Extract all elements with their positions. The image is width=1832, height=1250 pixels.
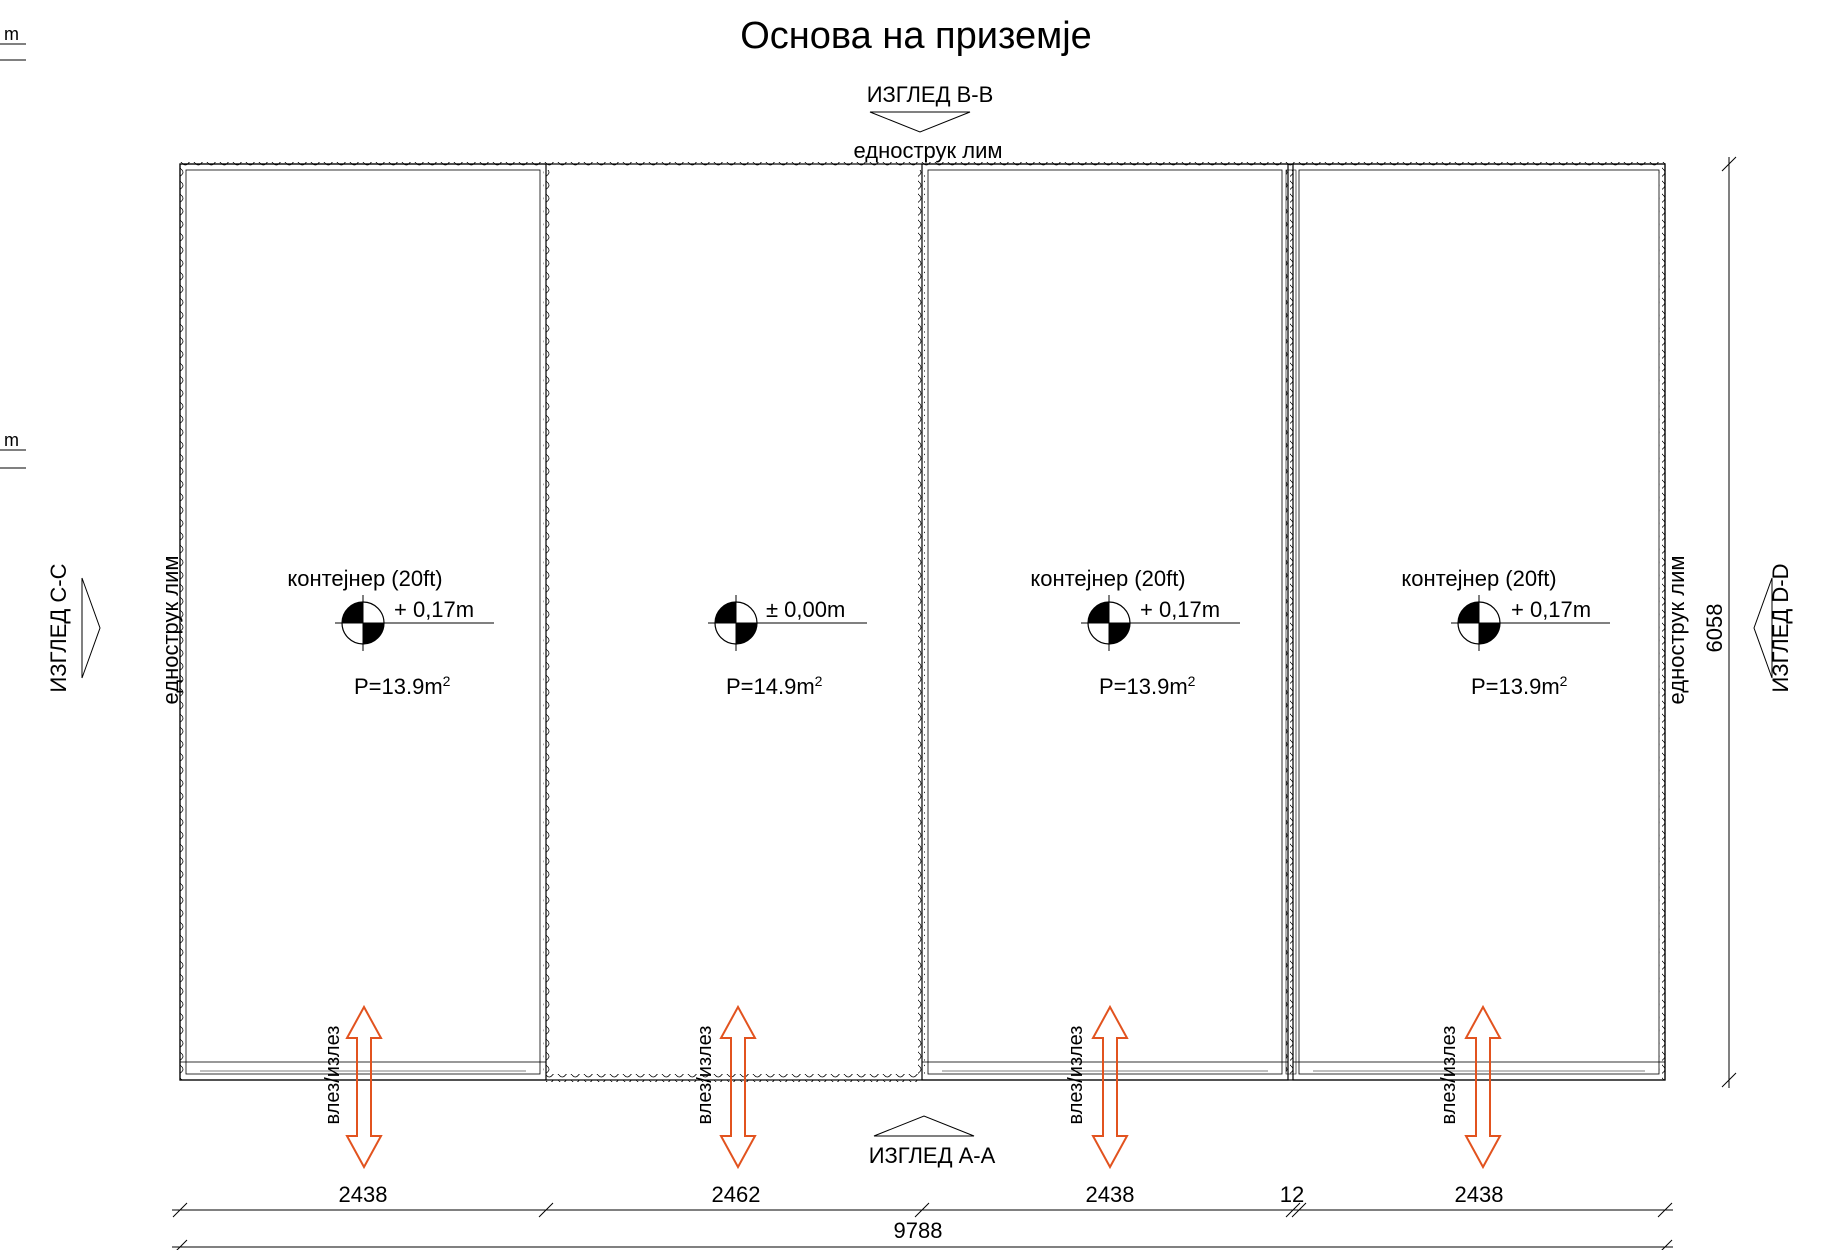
corrugated-sheet-wall: [543, 170, 551, 1074]
elevation-marker-bottom: ИЗГЛЕД А-А: [869, 1115, 996, 1168]
room-area-value: P=14.9m: [726, 674, 815, 699]
elevation-marker-right: ИЗГЛЕД D-D: [1753, 563, 1793, 693]
level-value: + 0,17m: [1511, 597, 1591, 622]
elevation-label-top: ИЗГЛЕД В-В: [867, 82, 994, 107]
room-area-sup: 2: [443, 673, 451, 689]
sheet-label-right: еднострук лим: [1664, 555, 1689, 704]
room-name: контејнер (20ft): [1401, 566, 1556, 591]
room-3: контејнер (20ft) + 0,17m P=13.9m2: [1030, 566, 1240, 699]
dimension-segment-5: 2438: [1455, 1182, 1504, 1207]
dimension-segment-3: 2438: [1086, 1182, 1135, 1207]
room-area-value: P=13.9m: [354, 674, 443, 699]
room-1: контејнер (20ft) + 0,17m P=13.9m2: [287, 566, 494, 699]
corrugated-sheet-right: [1659, 164, 1667, 1080]
sheet-label-top: еднострук лим: [853, 138, 1002, 163]
room-area-value: P=13.9m: [1099, 674, 1188, 699]
entrance-arrow-icon: [719, 1004, 757, 1170]
corrugated-sheet-wall: [917, 170, 925, 1074]
middle-room-walls: [543, 170, 925, 1074]
dimension-line-height: [1721, 156, 1737, 1088]
door-label: влез/излез: [1438, 1026, 1460, 1125]
elevation-marker-top: ИЗГЛЕД В-В: [867, 82, 994, 133]
margin-fragment-bottom: m: [0, 430, 26, 469]
margin-fragment-text: m: [4, 430, 19, 450]
entrance-arrow-icon: [345, 1004, 383, 1170]
room-area-sup: 2: [1188, 673, 1196, 689]
level-marker-symbol: [1081, 595, 1240, 651]
corrugated-sheet-bottom-middle: [546, 1074, 922, 1082]
door-2: влез/излез: [694, 1004, 757, 1170]
room-area: P=13.9m2: [1099, 673, 1196, 699]
elevation-marker-left: ИЗГЛЕД C-C: [46, 563, 101, 693]
dimension-segment-1: 2438: [339, 1182, 388, 1207]
level-value: + 0,17m: [1140, 597, 1220, 622]
door-label: влез/излез: [1065, 1026, 1087, 1125]
room-area-sup: 2: [815, 673, 823, 689]
room-area-sup: 2: [1560, 673, 1568, 689]
door-label: влез/излез: [322, 1026, 344, 1125]
room-area: P=14.9m2: [726, 673, 823, 699]
container-4-walls: [1292, 163, 1666, 1081]
view-direction-triangle: [869, 111, 971, 133]
page-title: Основа на приземје: [740, 15, 1092, 57]
margin-fragment-text: m: [4, 24, 19, 44]
dimension-line-segments: [172, 1202, 1673, 1218]
elevation-label-left: ИЗГЛЕД C-C: [46, 563, 71, 692]
dimension-line-total: [172, 1239, 1673, 1250]
level-marker-symbol: [335, 595, 494, 651]
level-marker-symbol: [708, 595, 867, 651]
view-direction-triangle: [873, 1115, 975, 1137]
entrance-arrow-icon: [1464, 1004, 1502, 1170]
door-label: влез/излез: [694, 1026, 716, 1125]
corrugated-sheet-left: [178, 164, 186, 1080]
room-area: P=13.9m2: [354, 673, 451, 699]
dimension-segment-4: 12: [1280, 1182, 1304, 1207]
room-4: контејнер (20ft) + 0,17m P=13.9m2: [1401, 566, 1610, 699]
room-area-value: P=13.9m: [1471, 674, 1560, 699]
door-4: влез/излез: [1438, 1004, 1502, 1170]
view-direction-triangle: [1753, 577, 1773, 679]
level-value: ± 0,00m: [766, 597, 845, 622]
elevation-label-right: ИЗГЛЕД D-D: [1768, 563, 1793, 692]
margin-fragment-top: m: [0, 24, 26, 61]
door-3: влез/излез: [1065, 1004, 1129, 1170]
dimension-total: 9788: [894, 1218, 943, 1243]
entrance-arrow-icon: [1091, 1004, 1129, 1170]
room-name: контејнер (20ft): [287, 566, 442, 591]
dimension-segment-2: 2462: [712, 1182, 761, 1207]
level-value: + 0,17m: [394, 597, 474, 622]
room-name: контејнер (20ft): [1030, 566, 1185, 591]
corrugated-sheet-joint: [1285, 169, 1297, 1075]
door-1: влез/излез: [322, 1004, 383, 1170]
room-2: ± 0,00m P=14.9m2: [708, 595, 867, 699]
elevation-label-bottom: ИЗГЛЕД А-А: [869, 1143, 996, 1168]
view-direction-triangle: [81, 577, 101, 679]
room-area: P=13.9m2: [1471, 673, 1568, 699]
level-marker-symbol: [1451, 595, 1610, 651]
dimension-height: 6058: [1702, 604, 1727, 653]
